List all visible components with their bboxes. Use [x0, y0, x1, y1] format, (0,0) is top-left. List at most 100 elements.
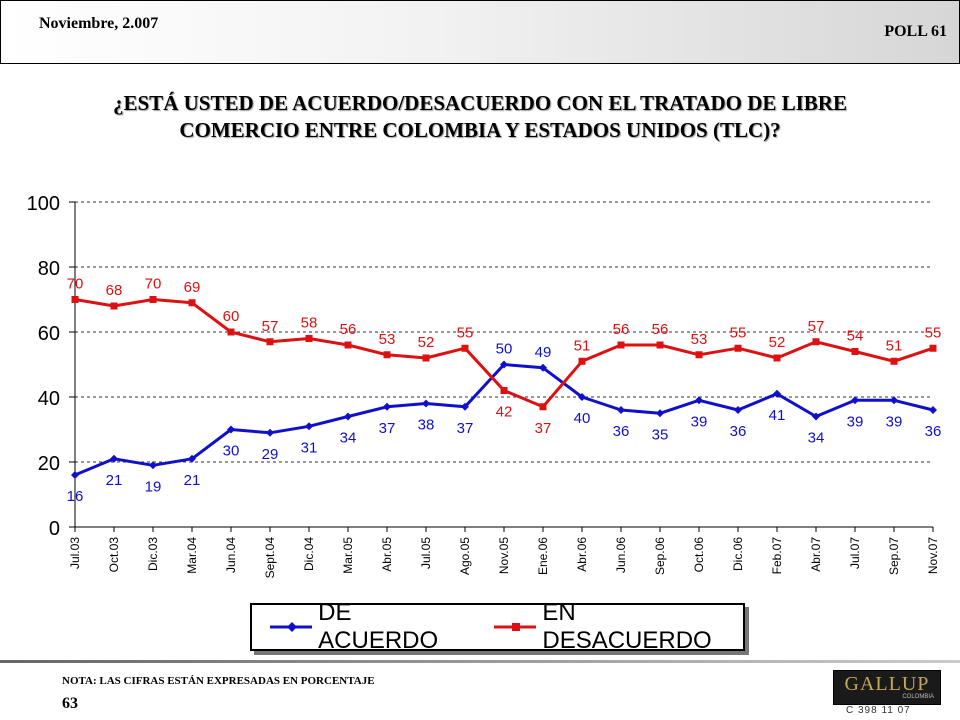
header-bar: Noviembre, 2.007 POLL 61	[0, 0, 960, 64]
point-desacuerdo-1	[110, 302, 118, 310]
label-acuerdo-5: 29	[262, 446, 279, 463]
legend-label-de-acuerdo: DE ACUERDO	[318, 599, 439, 654]
point-acuerdo-7	[344, 412, 352, 421]
label-desacuerdo-1: 68	[106, 282, 123, 299]
x-tick-label-7: Mar.05	[341, 537, 355, 574]
point-desacuerdo-7	[344, 341, 352, 349]
point-desacuerdo-18	[773, 354, 781, 362]
point-acuerdo-4	[227, 425, 235, 434]
point-acuerdo-18	[773, 389, 781, 398]
label-desacuerdo-12: 37	[535, 420, 552, 437]
point-acuerdo-5	[266, 428, 274, 437]
point-desacuerdo-17	[734, 344, 742, 352]
point-desacuerdo-6	[305, 335, 313, 342]
label-acuerdo-10: 37	[457, 420, 474, 437]
legend-item-de-acuerdo: DE ACUERDO	[270, 599, 470, 655]
logo-wordmark: GALLUP	[844, 673, 930, 695]
y-tick-label-100: 100	[27, 193, 60, 215]
label-desacuerdo-2: 70	[145, 276, 162, 293]
label-desacuerdo-17: 55	[730, 324, 747, 341]
chart-title: ¿ESTÁ USTED DE ACUERDO/DESACUERDO CON EL…	[0, 90, 960, 144]
label-acuerdo-12: 49	[535, 344, 552, 361]
footer-divider	[0, 660, 960, 663]
label-desacuerdo-18: 52	[769, 334, 786, 351]
point-acuerdo-1	[110, 454, 118, 463]
footer-note: NOTA: LAS CIFRAS ESTÁN EXPRESADAS EN POR…	[62, 675, 375, 687]
label-acuerdo-18: 41	[769, 407, 786, 424]
point-desacuerdo-21	[890, 357, 898, 365]
label-desacuerdo-15: 56	[652, 321, 669, 338]
y-tick-label-0: 0	[49, 518, 60, 540]
point-acuerdo-15	[656, 409, 664, 418]
legend-item-en-desacuerdo: EN DESACUERDO	[494, 599, 743, 655]
label-desacuerdo-11: 42	[496, 404, 513, 421]
point-desacuerdo-3	[188, 299, 196, 307]
point-acuerdo-3	[188, 454, 196, 463]
point-acuerdo-22	[929, 406, 937, 414]
label-desacuerdo-7: 56	[340, 321, 357, 338]
point-desacuerdo-2	[149, 296, 157, 303]
poll-number: POLL 61	[884, 23, 947, 40]
point-desacuerdo-10	[461, 344, 469, 352]
point-acuerdo-11	[500, 360, 508, 369]
label-desacuerdo-10: 55	[457, 324, 474, 341]
chart-title-line-2: COMERCIO ENTRE COLOMBIA Y ESTADOS UNIDOS…	[179, 118, 781, 142]
x-tick-label-8: Abr.05	[380, 537, 394, 572]
label-desacuerdo-3: 69	[184, 279, 201, 296]
x-tick-label-18: Feb.07	[770, 537, 784, 575]
point-acuerdo-13	[578, 393, 586, 401]
y-tick-label-40: 40	[38, 388, 60, 410]
point-acuerdo-14	[617, 406, 625, 414]
point-acuerdo-12	[539, 363, 547, 372]
x-tick-label-9: Jul.05	[419, 537, 433, 569]
point-acuerdo-19	[812, 412, 820, 421]
point-desacuerdo-15	[656, 341, 664, 349]
gallup-logo: GALLUP COLOMBIA	[833, 670, 941, 705]
label-acuerdo-17: 36	[730, 423, 747, 440]
x-tick-label-20: Jul.07	[848, 537, 862, 569]
point-acuerdo-16	[695, 396, 703, 405]
x-tick-label-21: Sep.07	[887, 537, 901, 575]
x-tick-label-0: Jul.03	[68, 537, 82, 569]
label-acuerdo-4: 30	[223, 443, 240, 460]
x-tick-label-17: Dic.06	[731, 537, 745, 571]
label-acuerdo-7: 34	[340, 430, 357, 447]
point-acuerdo-2	[149, 461, 157, 470]
x-tick-label-2: Dic.03	[146, 537, 160, 571]
label-acuerdo-11: 50	[496, 341, 513, 358]
label-acuerdo-6: 31	[301, 439, 318, 456]
y-tick-label-60: 60	[38, 323, 60, 345]
chart-title-line-1: ¿ESTÁ USTED DE ACUERDO/DESACUERDO CON EL…	[113, 91, 847, 115]
y-tick-label-20: 20	[38, 453, 60, 475]
point-desacuerdo-8	[383, 351, 391, 359]
x-tick-label-22: Nov.07	[926, 537, 940, 574]
x-tick-label-16: Oct.06	[692, 537, 706, 573]
point-acuerdo-9	[422, 399, 430, 408]
label-acuerdo-8: 37	[379, 420, 396, 437]
label-acuerdo-1: 21	[106, 472, 123, 489]
point-desacuerdo-20	[851, 348, 859, 355]
x-tick-label-19: Abr.07	[809, 537, 823, 572]
label-desacuerdo-14: 56	[613, 321, 630, 338]
label-acuerdo-3: 21	[184, 472, 201, 489]
y-tick-label-80: 80	[38, 258, 60, 280]
point-acuerdo-10	[461, 402, 469, 411]
point-desacuerdo-5	[266, 338, 274, 346]
x-tick-label-6: Dic.04	[302, 537, 316, 571]
label-acuerdo-19: 34	[808, 430, 825, 447]
point-acuerdo-17	[734, 406, 742, 414]
label-acuerdo-14: 36	[613, 423, 630, 440]
x-tick-label-4: Jun.04	[224, 537, 238, 573]
point-desacuerdo-0	[71, 296, 79, 303]
page-number: 63	[62, 695, 78, 712]
point-acuerdo-21	[890, 396, 898, 405]
point-desacuerdo-12	[539, 403, 547, 411]
label-desacuerdo-5: 57	[262, 318, 279, 335]
point-acuerdo-6	[305, 422, 313, 431]
label-desacuerdo-4: 60	[223, 308, 240, 325]
x-tick-label-10: Ago.05	[458, 537, 472, 575]
line-chart: 0 20 40 60 80 100 Jul.03 Oct.03 Dic.03 Mar.04 Jun.…	[27, 193, 942, 579]
label-desacuerdo-6: 58	[301, 315, 318, 332]
x-tick-label-5: Sept.04	[263, 537, 277, 579]
chart-legend: DE ACUERDO EN DESACUERDO	[250, 599, 745, 654]
